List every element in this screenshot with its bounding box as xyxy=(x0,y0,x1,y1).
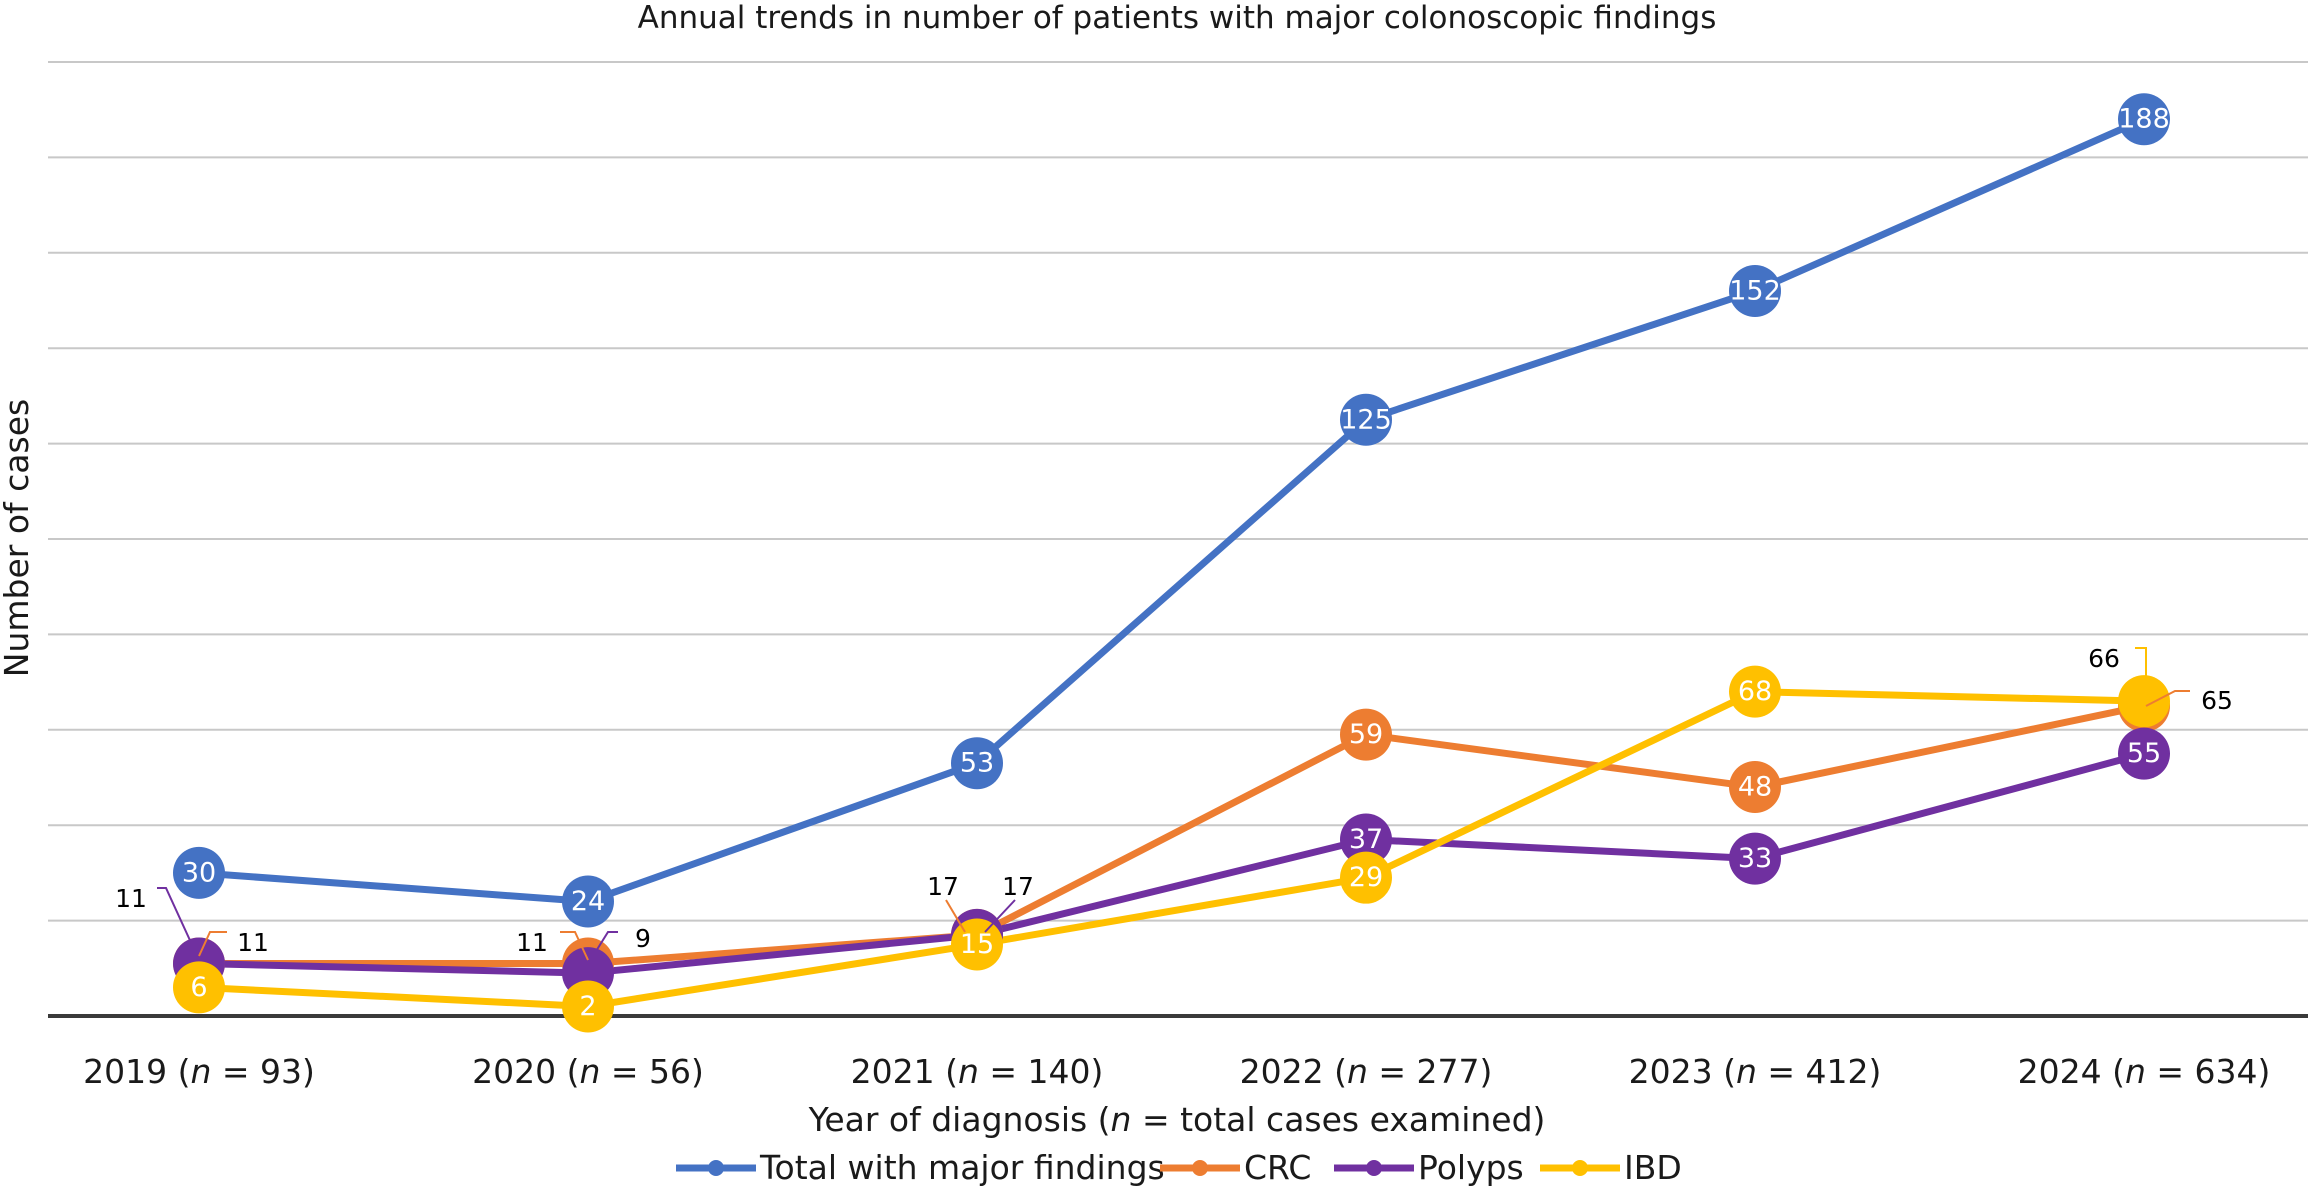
data-label: 37 xyxy=(1349,824,1383,855)
series-line-polyps xyxy=(198,750,2145,977)
data-label: 15 xyxy=(960,929,994,960)
marker-polyps xyxy=(2118,727,2170,780)
chart-title: Annual trends in number of patients with… xyxy=(638,0,1717,36)
data-label: 11 xyxy=(237,928,269,957)
legend-swatch-marker xyxy=(1366,1160,1382,1176)
marker-ibd xyxy=(2118,675,2170,728)
series-line-ibd xyxy=(198,688,2145,1010)
legend-label: Polyps xyxy=(1418,1148,1524,1187)
marker-crc xyxy=(1340,708,1392,761)
data-label: 11 xyxy=(115,884,147,913)
series-lines xyxy=(198,116,2146,1010)
marker-total-with-major-findings xyxy=(1340,393,1392,446)
marker-total-with-major-findings xyxy=(951,737,1003,790)
series-line-total-with-major-findings xyxy=(198,116,2146,906)
legend-item-crc: CRC xyxy=(1160,1148,1311,1187)
label-leader-lines xyxy=(157,647,2190,965)
legend-label: IBD xyxy=(1624,1148,1682,1187)
x-tick-label: 2019 (n = 93) xyxy=(83,1052,315,1091)
x-tick-label: 2021 (n = 140) xyxy=(851,1052,1104,1091)
legend: Total with major findings CRC Polyps IBD xyxy=(676,1148,1682,1187)
data-label: 188 xyxy=(2118,104,2170,135)
data-label: 11 xyxy=(516,928,548,957)
x-axis-title: Year of diagnosis (n = total cases exami… xyxy=(808,1100,1546,1139)
marker-polyps xyxy=(1729,832,1781,885)
data-label: 17 xyxy=(1002,872,1034,901)
leader-line xyxy=(157,887,200,961)
leader-line xyxy=(945,899,966,933)
x-tick-label: 2022 (n = 277) xyxy=(1240,1052,1493,1091)
marker-ibd xyxy=(173,961,225,1014)
gridlines xyxy=(48,61,2308,1018)
leader-line xyxy=(587,931,618,965)
data-label: 33 xyxy=(1738,843,1772,874)
marker-polyps xyxy=(1340,813,1392,866)
marker-total-with-major-findings xyxy=(562,875,614,928)
x-tick-label: 2024 (n = 634) xyxy=(2018,1052,2271,1091)
data-label: 152 xyxy=(1729,275,1781,306)
leader-line xyxy=(2145,690,2190,707)
legend-swatch-marker xyxy=(708,1160,724,1176)
data-label: 68 xyxy=(1738,676,1772,707)
marker-ibd xyxy=(1340,851,1392,904)
data-label: 6 xyxy=(190,972,207,1003)
legend-swatch-marker xyxy=(1192,1160,1208,1176)
series-line-crc xyxy=(199,702,2145,968)
y-axis-title: Number of cases xyxy=(0,399,36,677)
data-label: 29 xyxy=(1349,862,1383,893)
leader-line xyxy=(2135,647,2147,678)
marker-ibd xyxy=(1729,665,1781,718)
x-tick-label: 2020 (n = 56) xyxy=(472,1052,704,1091)
data-label: 2 xyxy=(579,991,596,1022)
x-tick-labels: 2019 (n = 93) 2020 (n = 56) 2021 (n = 140)… xyxy=(83,1052,2270,1091)
data-label: 65 xyxy=(2201,686,2233,715)
data-label: 125 xyxy=(1340,404,1392,435)
x-tick-label: 2023 (n = 412) xyxy=(1629,1052,1882,1091)
data-label: 30 xyxy=(182,857,216,888)
marker-crc xyxy=(1729,761,1781,814)
data-label: 17 xyxy=(927,872,959,901)
leader-line xyxy=(560,931,589,961)
legend-item-polyps: Polyps xyxy=(1334,1148,1524,1187)
marker-total-with-major-findings xyxy=(173,846,225,899)
marker-total-with-major-findings xyxy=(1729,264,1781,317)
leader-line xyxy=(984,899,1016,933)
legend-label: CRC xyxy=(1244,1148,1311,1187)
legend-swatch-marker xyxy=(1572,1160,1588,1176)
marker-total-with-major-findings xyxy=(2118,93,2170,146)
legend-label: Total with major findings xyxy=(759,1148,1165,1187)
data-label: 48 xyxy=(1738,772,1772,803)
legend-item-total-with-major-findings: Total with major findings xyxy=(676,1148,1165,1187)
data-label: 9 xyxy=(635,924,651,953)
data-label: 59 xyxy=(1349,719,1383,750)
leader-line xyxy=(198,931,227,957)
data-label: 53 xyxy=(960,748,994,779)
marker-ibd xyxy=(562,980,614,1033)
data-label: 55 xyxy=(2127,738,2161,769)
data-label: 24 xyxy=(571,886,605,917)
data-label: 66 xyxy=(2088,644,2120,673)
legend-item-ibd: IBD xyxy=(1540,1148,1682,1187)
